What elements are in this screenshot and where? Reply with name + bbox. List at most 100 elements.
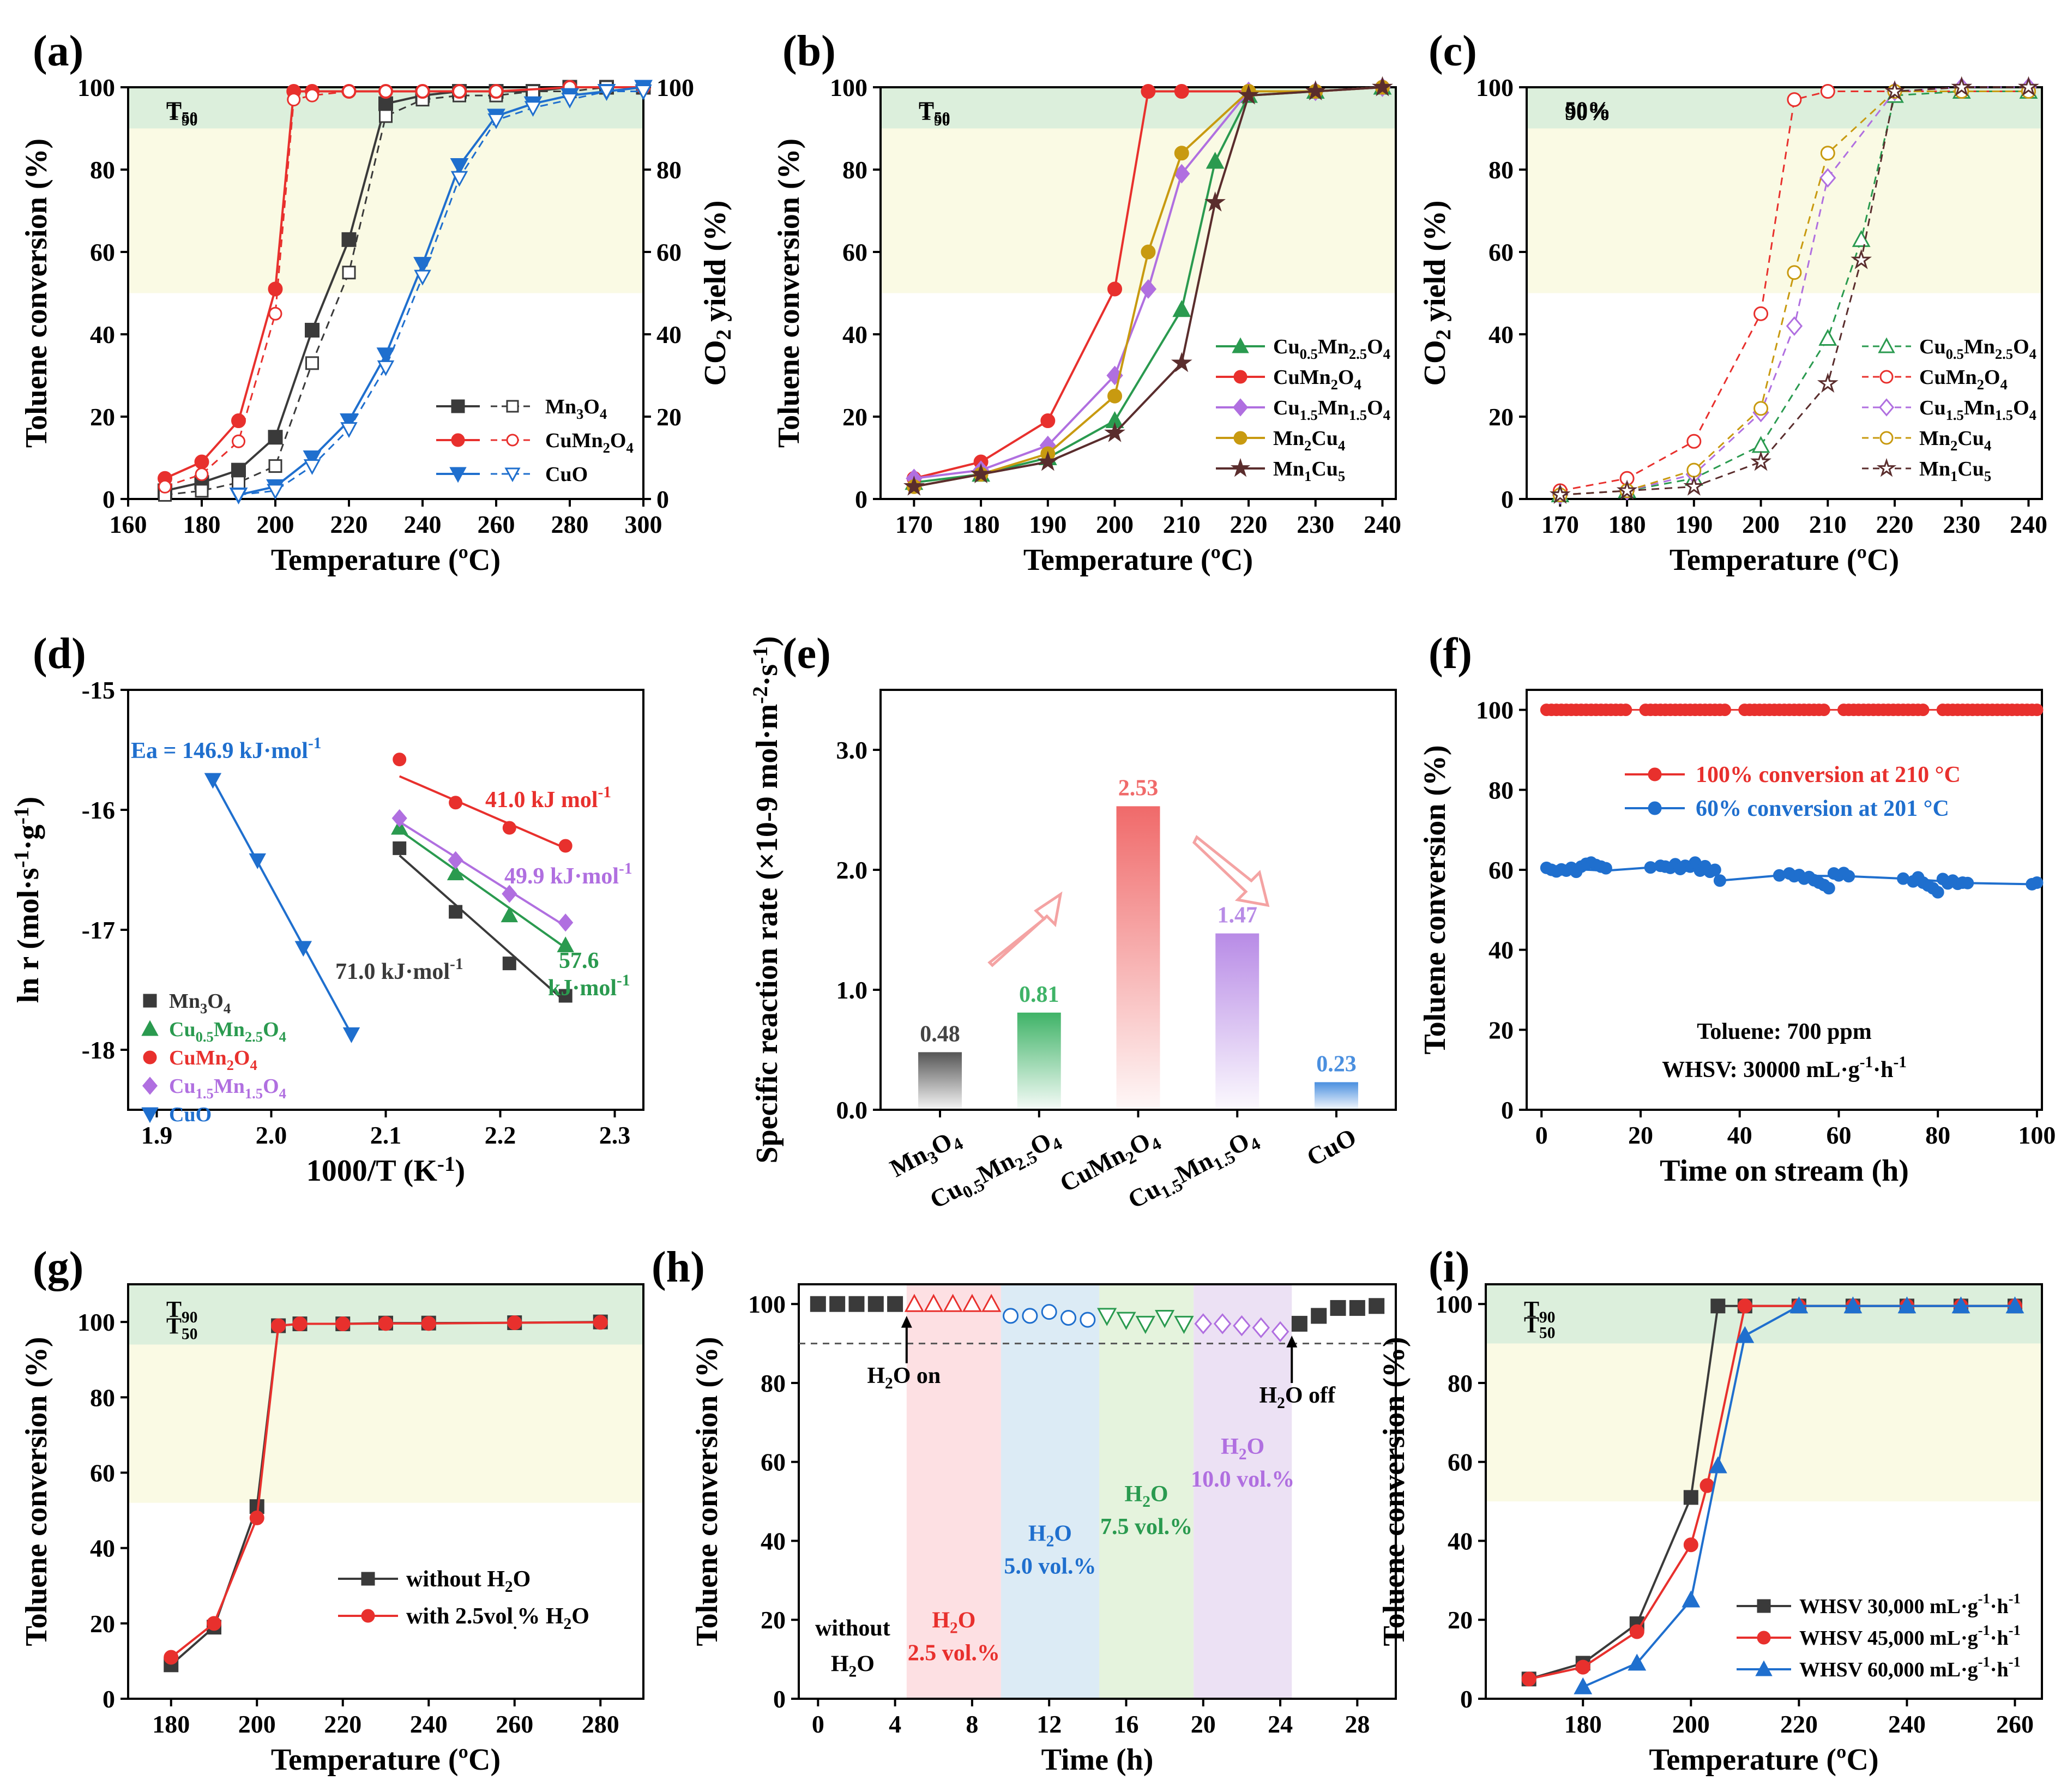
legend-marker: [143, 994, 157, 1008]
band-g-0: [128, 1284, 643, 1345]
band-label-g-1: T50: [166, 1314, 197, 1343]
data-point-open: [526, 85, 540, 99]
data-point: [1686, 434, 1702, 449]
panel-label-i: (i): [1429, 1243, 1470, 1291]
condition-label: WHSV: 30000 mL·g-1·h-1: [1662, 1054, 1907, 1083]
x-tick-label: 170: [1541, 510, 1579, 538]
x-tick-label: 20: [1191, 1710, 1216, 1738]
y-tick-label: 80: [761, 1369, 786, 1397]
y-tick-label: 40: [842, 321, 867, 348]
data-point: [1372, 76, 1393, 97]
legend-f: 100% conversion at 210 °C 60% conversion …: [1625, 762, 1961, 821]
data-point: [1753, 306, 1769, 321]
h2o-on-label: H2O on: [867, 1363, 941, 1392]
y-tick-label: 60: [1488, 856, 1514, 884]
y-tick-label: 2.0: [836, 856, 868, 884]
data-point: [1155, 1310, 1175, 1328]
y-tick-label: 20: [1488, 403, 1514, 431]
data-point-open: [487, 113, 505, 129]
x-tick-label: 280: [551, 510, 589, 538]
x-tick-label: 240: [1888, 1710, 1926, 1738]
x-tick-label: 260: [478, 510, 515, 538]
data-point: [1575, 1659, 1590, 1675]
x-axis-title-b: Temperature (ºC): [1023, 543, 1253, 577]
data-point: [1305, 80, 1327, 101]
bar-value-label-3: 1.47: [1217, 903, 1257, 928]
legend-label: CuMn2O4: [1919, 366, 2008, 393]
decrease-arrow: [1192, 835, 1270, 907]
y-tick-label: 80: [842, 156, 867, 184]
y-tick-label: 60: [90, 238, 115, 266]
data-point: [1116, 1312, 1136, 1330]
data-point: [1682, 1590, 1701, 1608]
x-tick-label: 200: [1096, 510, 1134, 538]
data-point: [303, 450, 322, 468]
legend-label: 100% conversion at 210 °C: [1696, 762, 1961, 787]
x-tick-label: 180: [183, 510, 221, 538]
category-label-4: CuO: [1302, 1123, 1360, 1171]
band-i-1: [1486, 1343, 2042, 1502]
data-point: [1549, 484, 1571, 504]
data-point: [1686, 462, 1702, 478]
x-tick-label: 220: [324, 1710, 361, 1738]
x-tick-label: 200: [257, 510, 294, 538]
region-label: 7.5 vol.%: [1100, 1514, 1192, 1540]
legend-marker: [1233, 431, 1248, 445]
activation-energy-label: 41.0 kJ mol-1: [485, 784, 611, 813]
data-point: [1819, 168, 1836, 188]
y-tick-label: 100: [1435, 1290, 1473, 1318]
legend-marker: [1648, 767, 1662, 781]
data-point: [1628, 1653, 1647, 1671]
data-point: [1735, 1326, 1755, 1343]
data-point: [1330, 1300, 1346, 1316]
x-tick-label: 20: [1628, 1121, 1653, 1149]
data-point: [391, 809, 407, 828]
y-tick-label: 100: [1476, 696, 1514, 724]
legend-marker: [451, 399, 465, 413]
series-i-2: [1574, 1296, 2024, 1694]
y-tick-label: 0: [103, 1685, 115, 1713]
data-point: [1931, 886, 1944, 899]
data-point: [1897, 1296, 1917, 1314]
data-point: [249, 853, 267, 869]
legend-label: Mn3O4: [169, 990, 231, 1017]
data-point: [502, 821, 516, 835]
data-point: [204, 773, 222, 789]
data-point: [1291, 1315, 1307, 1332]
data-point: [1213, 1313, 1232, 1334]
data-point-open: [232, 476, 245, 490]
y-axis-title-e: Specific reaction rate (×10-9 mol·m-2·s-…: [749, 636, 784, 1163]
y-tick-label: -15: [82, 676, 115, 704]
data-point: [1171, 352, 1192, 372]
data-point: [2030, 876, 2044, 889]
legend-marker: [451, 433, 465, 447]
without-h2o-label: H2O: [831, 1651, 875, 1680]
x-tick-label: 190: [1675, 510, 1713, 538]
legend-i: WHSV 30,000 mL·g-1·h-1 WHSV 45,000 mL·g-1…: [1737, 1590, 2021, 1681]
legend-label: WHSV 30,000 mL·g-1·h-1: [1799, 1590, 2021, 1618]
y2-tick-label: 40: [656, 321, 682, 348]
region-0: [906, 1284, 1001, 1699]
data-point: [1271, 1321, 1289, 1343]
y-tick-label: 20: [842, 403, 867, 431]
data-point-open: [598, 85, 616, 100]
data-point: [1951, 1296, 1970, 1314]
data-point: [1787, 265, 1802, 280]
region-label: 5.0 vol.%: [1004, 1554, 1096, 1579]
data-point: [1820, 84, 1835, 99]
data-point: [1107, 281, 1123, 297]
data-point: [501, 906, 519, 923]
x-tick-label: 8: [966, 1710, 978, 1738]
panel-c: (c) 90%50% 0 20 40 60 80 100 170 180 190 200 210 220 2…: [1418, 27, 2047, 577]
x-tick-label: 2.1: [370, 1121, 402, 1149]
data-point: [1574, 1677, 1593, 1694]
series-d-4: [204, 773, 360, 1043]
data-point: [1599, 862, 1612, 875]
legend-label: Cu0.5Mn2.5O4: [1273, 335, 1390, 362]
activation-energy-label: kJ·mol-1: [548, 972, 630, 1001]
legend-label: WHSV 45,000 mL·g-1·h-1: [1799, 1622, 2021, 1650]
region-label: 10.0 vol.%: [1191, 1467, 1294, 1492]
data-point: [378, 96, 393, 111]
without-h2o-label: without: [815, 1616, 890, 1641]
x-tick-label: 220: [1230, 510, 1268, 538]
